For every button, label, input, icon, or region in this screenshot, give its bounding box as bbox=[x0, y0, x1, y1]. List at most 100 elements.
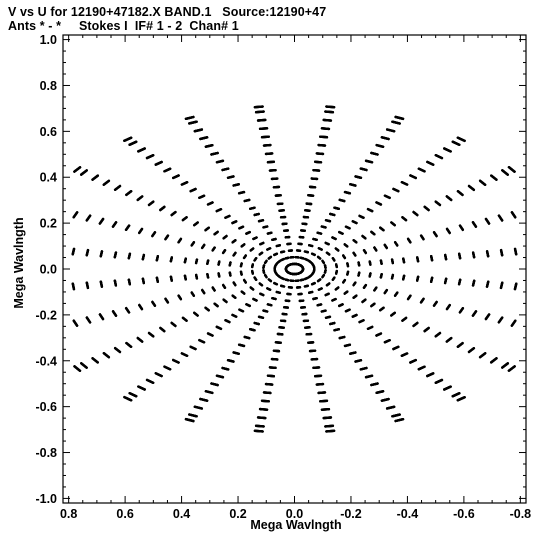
uv-sample bbox=[232, 281, 237, 287]
uv-sample bbox=[273, 281, 279, 286]
uv-sample bbox=[211, 286, 216, 292]
y-tick-label: -0.8 bbox=[35, 446, 57, 460]
uv-sample bbox=[406, 237, 412, 244]
x-tick-label: -0.6 bbox=[453, 507, 475, 521]
uv-sample bbox=[98, 217, 105, 225]
uv-sample bbox=[484, 313, 491, 321]
uv-sample bbox=[457, 278, 462, 286]
uv-sample bbox=[320, 407, 331, 411]
uv-sample bbox=[380, 136, 390, 141]
uv-sample bbox=[359, 167, 368, 172]
uv-sample bbox=[320, 127, 331, 131]
uv-sample bbox=[401, 316, 408, 322]
uv-sample bbox=[245, 230, 251, 235]
uv-sample bbox=[73, 166, 82, 173]
uv-sample bbox=[253, 212, 260, 217]
uv-sample bbox=[206, 332, 214, 337]
uv-sample bbox=[335, 263, 338, 269]
uv-sample bbox=[284, 278, 290, 282]
uv-sample bbox=[304, 276, 309, 281]
uv-sample bbox=[123, 136, 133, 142]
uv-sample bbox=[358, 214, 365, 219]
uv-sample bbox=[497, 316, 504, 324]
uv-sample bbox=[221, 366, 230, 371]
uv-sample bbox=[137, 147, 146, 153]
uv-sample bbox=[136, 336, 144, 343]
uv-sample bbox=[308, 274, 313, 279]
uv-sample bbox=[239, 270, 243, 276]
uv-sample bbox=[221, 249, 227, 255]
uv-sample bbox=[432, 231, 438, 238]
uv-sample bbox=[232, 351, 240, 355]
uv-sample bbox=[325, 429, 336, 433]
y-tick-label: 0.4 bbox=[40, 171, 57, 185]
uv-sample bbox=[199, 136, 209, 141]
uv-sample bbox=[426, 372, 435, 378]
uv-sample bbox=[416, 275, 420, 282]
uv-sample bbox=[310, 252, 316, 257]
uv-sample bbox=[352, 251, 357, 257]
uv-sample bbox=[444, 253, 448, 261]
uv-sample bbox=[426, 160, 435, 166]
uv-sample bbox=[232, 183, 240, 187]
uv-sample bbox=[238, 225, 245, 230]
uv-sample bbox=[224, 319, 231, 324]
uv-sample bbox=[242, 254, 247, 260]
uv-sample bbox=[85, 281, 90, 290]
uv-sample bbox=[324, 424, 335, 428]
uv-sample bbox=[73, 365, 82, 372]
uv-sample bbox=[471, 251, 476, 259]
uv-sample bbox=[206, 273, 210, 279]
uv-sample bbox=[253, 321, 260, 326]
uv-sample bbox=[213, 230, 219, 236]
uv-sample bbox=[322, 118, 333, 122]
uv-sample bbox=[343, 190, 352, 195]
uv-sample bbox=[242, 278, 247, 284]
uv-sample bbox=[199, 397, 209, 402]
uv-sample bbox=[507, 365, 516, 372]
uv-sample bbox=[359, 366, 368, 371]
uv-sample bbox=[467, 184, 476, 192]
uv-sample bbox=[243, 335, 251, 340]
uv-sample bbox=[409, 174, 417, 180]
uv-sample bbox=[170, 321, 177, 328]
uv-sample bbox=[324, 292, 330, 297]
uv-sample bbox=[310, 262, 315, 267]
uv-sample bbox=[354, 175, 363, 179]
uv-sample bbox=[251, 263, 255, 269]
uv-sample bbox=[333, 206, 340, 210]
uv-sample bbox=[128, 140, 138, 146]
uv-sample bbox=[170, 210, 177, 217]
uv-sample bbox=[240, 243, 246, 248]
uv-sample bbox=[193, 311, 199, 317]
uv-sample bbox=[344, 308, 351, 313]
uv-sample bbox=[91, 174, 100, 181]
y-tick-label: -1.0 bbox=[35, 492, 57, 506]
uv-sample bbox=[275, 244, 281, 248]
uv-sample bbox=[252, 297, 258, 302]
uv-sample bbox=[273, 265, 277, 270]
uv-sample bbox=[357, 261, 361, 267]
uv-sample bbox=[260, 399, 270, 403]
uv-sample bbox=[324, 219, 332, 223]
uv-sample bbox=[256, 416, 267, 420]
uv-sample bbox=[99, 280, 104, 288]
y-tick-label: -0.2 bbox=[35, 308, 57, 322]
uv-sample bbox=[145, 154, 155, 160]
uv-sample bbox=[128, 391, 138, 398]
uv-sample bbox=[457, 252, 462, 260]
uv-sample bbox=[124, 224, 131, 231]
uv-sample bbox=[412, 321, 419, 328]
uv-sample bbox=[346, 270, 350, 276]
uv-sample bbox=[458, 224, 465, 231]
uv-sample bbox=[237, 190, 246, 195]
uv-sample bbox=[284, 256, 290, 260]
uv-sample bbox=[513, 282, 518, 291]
uv-sample bbox=[231, 294, 237, 299]
uv-sample bbox=[373, 246, 378, 252]
uv-sample bbox=[137, 385, 146, 391]
uv-sample bbox=[358, 319, 365, 324]
uv-sample bbox=[147, 200, 155, 207]
uv-sample bbox=[262, 264, 266, 269]
uv-sample bbox=[280, 276, 285, 281]
